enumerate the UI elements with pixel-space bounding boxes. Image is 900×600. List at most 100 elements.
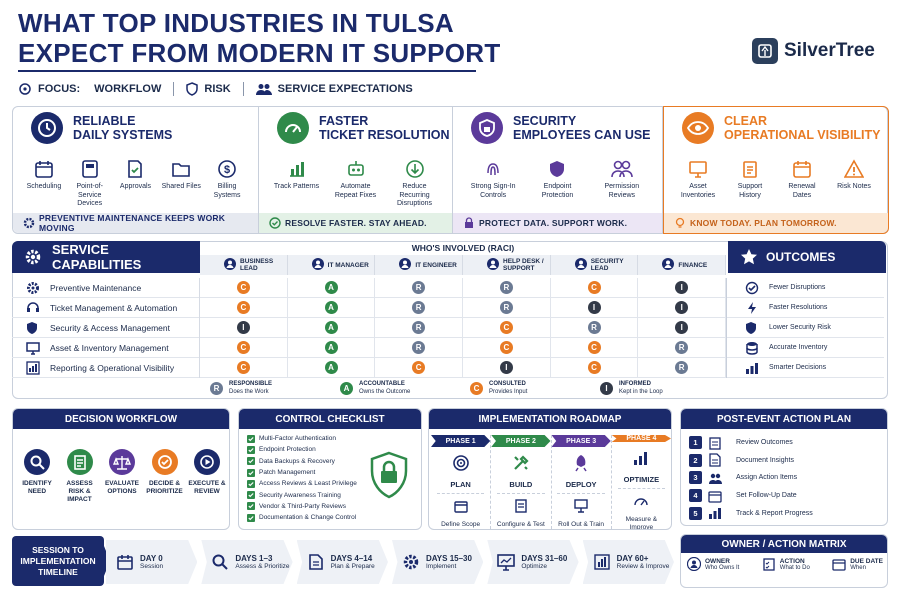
raci-badge: I <box>499 361 513 374</box>
raci-cell: A <box>288 357 376 378</box>
svg-text:$: $ <box>224 164 230 176</box>
raci-badge: R <box>675 341 689 354</box>
raci-cell: I <box>638 297 727 318</box>
person-icon <box>399 258 412 272</box>
section-title-capabilities: SERVICE CAPABILITIES <box>12 241 200 273</box>
fingerprint-icon: Strong Sign-In Controls <box>470 159 516 200</box>
raci-cell: C <box>200 277 288 298</box>
calendar-icon <box>832 557 846 571</box>
timeline-title: SESSION TO IMPLEMENTATION TIMELINE <box>12 536 104 586</box>
raci-badge: R <box>412 301 426 314</box>
decision-step: EVALUATE OPTIONS <box>102 449 142 504</box>
approval-doc-icon: Approvals <box>113 159 159 209</box>
control-checklist-panel: CONTROL CHECKLIST Multi-Factor Authentic… <box>238 408 422 530</box>
checklist-title: CONTROL CHECKLIST <box>239 409 421 429</box>
tree-icon <box>752 38 778 64</box>
owner-matrix-column: DUE DATE When <box>832 557 883 571</box>
gear-icon <box>402 553 420 571</box>
decision-step: EXECUTE & REVIEW <box>187 449 227 504</box>
legend-item: I INFORMED Kept in the Loop <box>600 378 730 398</box>
raci-column-header: FINANCE <box>638 255 727 275</box>
outcome-item: Fewer Disruptions <box>726 277 884 298</box>
monitor-icon <box>497 553 516 571</box>
raci-badge: R <box>412 321 426 334</box>
checkbox-checked-icon <box>247 468 255 477</box>
bar-chart-icon <box>745 361 759 375</box>
roadmap-phase: PHASE 1 PLAN Define Scope <box>431 435 492 529</box>
raci-column-header: IT MANAGER <box>288 255 376 275</box>
shield-lock-icon <box>471 112 503 144</box>
brand-logo: SilverTree <box>752 38 875 64</box>
target-icon <box>18 82 32 96</box>
owner-matrix-column: ACTION What to Do <box>762 557 810 571</box>
target-icon <box>451 453 471 478</box>
phase-label: PHASE 1 <box>431 435 491 447</box>
raci-badge: R <box>412 341 426 354</box>
outcome-item: Lower Security Risk <box>726 317 884 338</box>
raci-badge: C <box>499 341 513 354</box>
check-circle-icon <box>269 217 281 231</box>
raci-badge: C <box>587 341 601 354</box>
checklist-icon <box>66 449 93 475</box>
raci-column-header: HELP DESK / SUPPORT <box>463 255 551 275</box>
legend-badge: C <box>470 381 483 395</box>
endpoint-shield-icon: Endpoint Protection <box>534 159 580 200</box>
step-number: 3 <box>689 471 702 485</box>
checkbox-checked-icon <box>247 491 255 500</box>
check-circle-icon <box>151 449 178 475</box>
raci-cell: R <box>463 277 551 298</box>
raci-column-header: IT ENGINEER <box>375 255 464 275</box>
eye-icon <box>682 112 714 144</box>
pillar-visibility: CLEAR OPERATIONAL VISIBILITY Asset Invent… <box>663 106 889 234</box>
monitor-icon <box>26 341 40 355</box>
action-plan-item: 1 Review Outcomes <box>689 434 885 452</box>
folder-icon: Shared Files <box>158 159 204 209</box>
raci-cell: R <box>375 297 464 318</box>
raci-cell: I <box>200 317 288 338</box>
pillars-panel: RELIABLE DAILY SYSTEMS Scheduling Point-o… <box>12 106 889 234</box>
growth-chart-icon <box>631 448 651 473</box>
gear-icon <box>23 217 35 231</box>
raci-cell: I <box>638 317 727 338</box>
legend-item: C CONSULTED Provides Input <box>470 378 600 398</box>
padlock-icon <box>369 451 409 504</box>
timeline-step: DAYS 4–14 Plan & Prepare <box>296 540 388 584</box>
raci-cell: C <box>551 277 639 298</box>
legend-item: A ACCOUNTABLE Owns the Outcome <box>340 378 470 398</box>
raci-row: Reporting & Operational Visibility C A C I C R… <box>12 357 884 378</box>
raci-cell: C <box>463 337 551 358</box>
raci-cell: R <box>551 317 639 338</box>
scale-icon <box>109 449 135 475</box>
clipboard-icon <box>708 436 722 450</box>
clipboard-icon: Support History <box>727 159 773 200</box>
pillar-faster: FASTER TICKET RESOLUTION Track Patterns A… <box>259 107 453 233</box>
outcome-item: Faster Resolutions <box>726 297 884 318</box>
calendar-icon: Scheduling <box>21 159 67 209</box>
checklist-item: Data Backups & Recovery <box>247 456 367 467</box>
raci-badge: R <box>499 301 513 314</box>
legend-badge: R <box>210 381 223 395</box>
decision-step: DECIDE & PRIORITIZE <box>145 449 185 504</box>
raci-column-headers: BUSINESS LEAD IT MANAGER IT ENGINEER HELP D… <box>200 255 727 275</box>
post-event-panel: POST-EVENT ACTION PLAN 1 Review Outcomes 2… <box>680 408 888 526</box>
tools-icon <box>511 453 531 478</box>
raci-badge: C <box>587 281 601 294</box>
page-title: WHAT TOP INDUSTRIES IN TULSA EXPECT FROM… <box>18 8 501 68</box>
users-icon: Permission Reviews <box>599 159 645 200</box>
raci-cell: A <box>288 297 376 318</box>
star-icon <box>740 248 758 269</box>
roadmap-panel: IMPLEMENTATION ROADMAP PHASE 1 PLAN Define… <box>428 408 672 530</box>
decision-workflow-panel: DECISION WORKFLOW IDENTIFY NEED ASSESS RI… <box>12 408 230 530</box>
roadmap-phase: PHASE 2 BUILD Configure & Test <box>491 435 552 529</box>
raci-badge: I <box>675 301 689 314</box>
roadmap-title: IMPLEMENTATION ROADMAP <box>429 409 671 429</box>
headset-icon <box>26 301 40 315</box>
shield-icon <box>186 82 199 96</box>
raci-row: Asset & Inventory Management C A R C C R Accura… <box>12 337 884 358</box>
raci-cell: C <box>200 297 288 318</box>
calendar-icon <box>708 489 722 503</box>
pos-device-icon: Point-of-Service Devices <box>67 159 113 209</box>
raci-badge: I <box>587 301 601 314</box>
raci-column-header: BUSINESS LEAD <box>200 255 288 275</box>
play-icon <box>194 449 220 475</box>
